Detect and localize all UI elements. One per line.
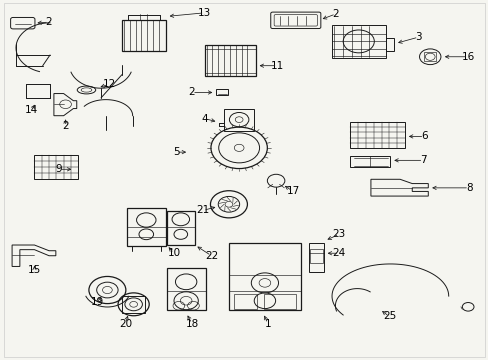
Text: 10: 10 (167, 248, 180, 258)
Bar (224, 109, 254, 131)
Bar (166, 211, 195, 245)
Bar (204, 45, 255, 76)
Bar (166, 268, 205, 310)
Bar (309, 249, 322, 263)
Text: 2: 2 (46, 17, 52, 27)
Text: 8: 8 (465, 183, 471, 193)
Text: 11: 11 (270, 61, 284, 71)
Text: 13: 13 (198, 8, 211, 18)
Bar (34, 155, 78, 179)
Text: 6: 6 (420, 131, 427, 141)
Text: 14: 14 (25, 105, 38, 115)
Bar (126, 207, 165, 246)
Text: 24: 24 (332, 248, 345, 258)
Text: 3: 3 (414, 32, 421, 42)
Text: 25: 25 (382, 311, 395, 321)
Text: 19: 19 (91, 297, 104, 307)
Bar (233, 294, 257, 309)
Bar (385, 38, 393, 51)
Bar (424, 52, 435, 62)
Text: 16: 16 (461, 52, 474, 62)
Text: 1: 1 (264, 319, 271, 329)
Text: 2: 2 (62, 121, 69, 131)
Bar (216, 89, 228, 95)
Text: 7: 7 (419, 156, 426, 165)
Text: 12: 12 (102, 79, 116, 89)
Text: 2: 2 (188, 87, 195, 98)
Bar (350, 156, 389, 167)
Text: 4: 4 (201, 113, 207, 123)
Bar (228, 243, 300, 310)
Bar (122, 20, 165, 51)
Text: 22: 22 (204, 251, 218, 261)
Text: 23: 23 (332, 229, 345, 239)
Text: 18: 18 (185, 319, 198, 329)
Text: 5: 5 (173, 147, 180, 157)
Text: 9: 9 (55, 164, 62, 174)
Text: 21: 21 (196, 205, 209, 215)
Text: 15: 15 (28, 265, 41, 275)
Text: 17: 17 (286, 186, 299, 197)
Bar (122, 296, 145, 313)
Text: 20: 20 (119, 319, 132, 329)
Bar (308, 243, 324, 272)
Bar (331, 25, 385, 58)
Bar (350, 122, 404, 148)
Bar (264, 294, 295, 309)
Text: 2: 2 (332, 9, 339, 19)
